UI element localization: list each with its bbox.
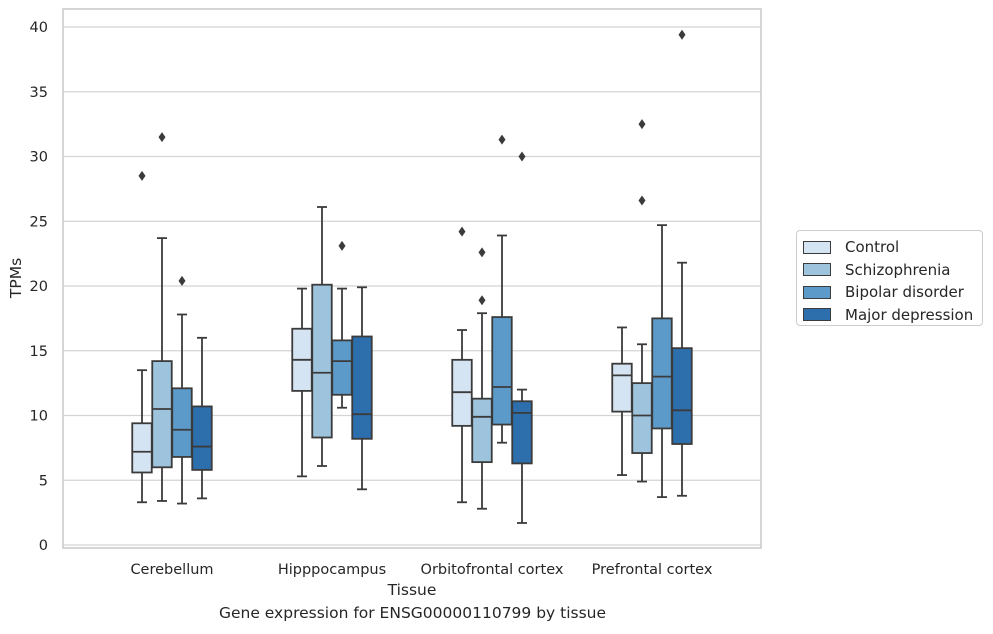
legend-item: Major depression — [803, 304, 982, 327]
outlier-point — [138, 170, 146, 181]
legend-label: Major depression — [845, 305, 974, 324]
y-tick-labels: 0 5 10 15 20 25 30 35 40 — [30, 20, 48, 554]
legend: Control Schizophrenia Bipolar disorder Majo… — [796, 230, 983, 326]
box-bipolar-disorder-0 — [171, 275, 193, 505]
legend-swatch — [803, 308, 831, 322]
outlier-point — [478, 295, 486, 306]
y-tick-label: 30 — [30, 150, 48, 166]
box-body — [471, 397, 493, 464]
x-axis-label: Tissue — [387, 581, 437, 599]
legend-item: Schizophrenia — [803, 259, 982, 282]
box-body — [511, 400, 533, 465]
x-tick-labels: Cerebellum Hipppocampus Orbitofrontal cort… — [130, 562, 712, 578]
box-body — [151, 360, 173, 469]
outlier-point — [458, 226, 466, 237]
box-body — [671, 347, 693, 445]
box-bipolar-disorder-2 — [491, 134, 513, 444]
y-tick-label: 10 — [30, 409, 48, 425]
y-tick-label: 40 — [30, 20, 48, 36]
y-tick-label: 35 — [30, 85, 48, 101]
box-major-depression-2 — [511, 151, 533, 524]
outlier-point — [638, 195, 646, 206]
outlier-point — [338, 240, 346, 251]
box-body — [651, 317, 673, 430]
box-body — [491, 316, 513, 426]
outlier-point — [678, 29, 686, 40]
x-tick-label: Orbitofrontal cortex — [421, 562, 564, 578]
legend-label: Bipolar disorder — [845, 283, 964, 302]
box-body — [331, 339, 353, 396]
legend-label: Schizophrenia — [845, 260, 951, 279]
box-major-depression-3 — [671, 29, 693, 497]
plot-frame — [62, 8, 762, 549]
box-body — [311, 283, 333, 439]
legend-item: Control — [803, 236, 982, 259]
y-tick-label: 25 — [30, 214, 48, 230]
legend-item: Bipolar disorder — [803, 281, 982, 304]
x-tick-label: Prefrontal cortex — [592, 562, 713, 578]
chart-caption: Gene expression for ENSG00000110799 by t… — [218, 604, 607, 622]
box-body — [631, 382, 653, 454]
box-body — [611, 362, 633, 413]
y-tick-label: 20 — [30, 279, 48, 295]
y-tick-label: 0 — [39, 538, 48, 554]
box-major-depression-1 — [351, 286, 373, 491]
x-tick-label: Cerebellum — [130, 562, 213, 578]
outlier-point — [478, 247, 486, 258]
legend-swatch — [803, 263, 831, 277]
plot-area — [63, 9, 761, 548]
box-body — [171, 387, 193, 458]
outlier-point — [178, 275, 186, 286]
box-control-2 — [451, 226, 473, 504]
box-major-depression-0 — [191, 336, 213, 500]
outlier-point — [518, 151, 526, 162]
x-tick-label: Hipppocampus — [278, 562, 386, 578]
box-body — [131, 422, 153, 474]
legend-swatch — [803, 285, 831, 299]
y-tick-label: 15 — [30, 344, 48, 360]
box-schizophrenia-2 — [471, 247, 493, 510]
y-axis-label: TPMs — [7, 258, 25, 299]
outlier-point — [638, 119, 646, 130]
box-body — [191, 405, 213, 471]
outlier-point — [498, 134, 506, 145]
box-schizophrenia-1 — [311, 206, 333, 467]
box-body — [351, 335, 373, 440]
legend-label: Control — [845, 238, 900, 257]
box-control-3 — [611, 326, 633, 476]
boxes-layer — [131, 29, 693, 524]
legend-swatch — [803, 240, 831, 254]
outlier-point — [158, 132, 166, 143]
box-schizophrenia-3 — [631, 119, 653, 483]
y-tick-label: 5 — [39, 473, 48, 489]
